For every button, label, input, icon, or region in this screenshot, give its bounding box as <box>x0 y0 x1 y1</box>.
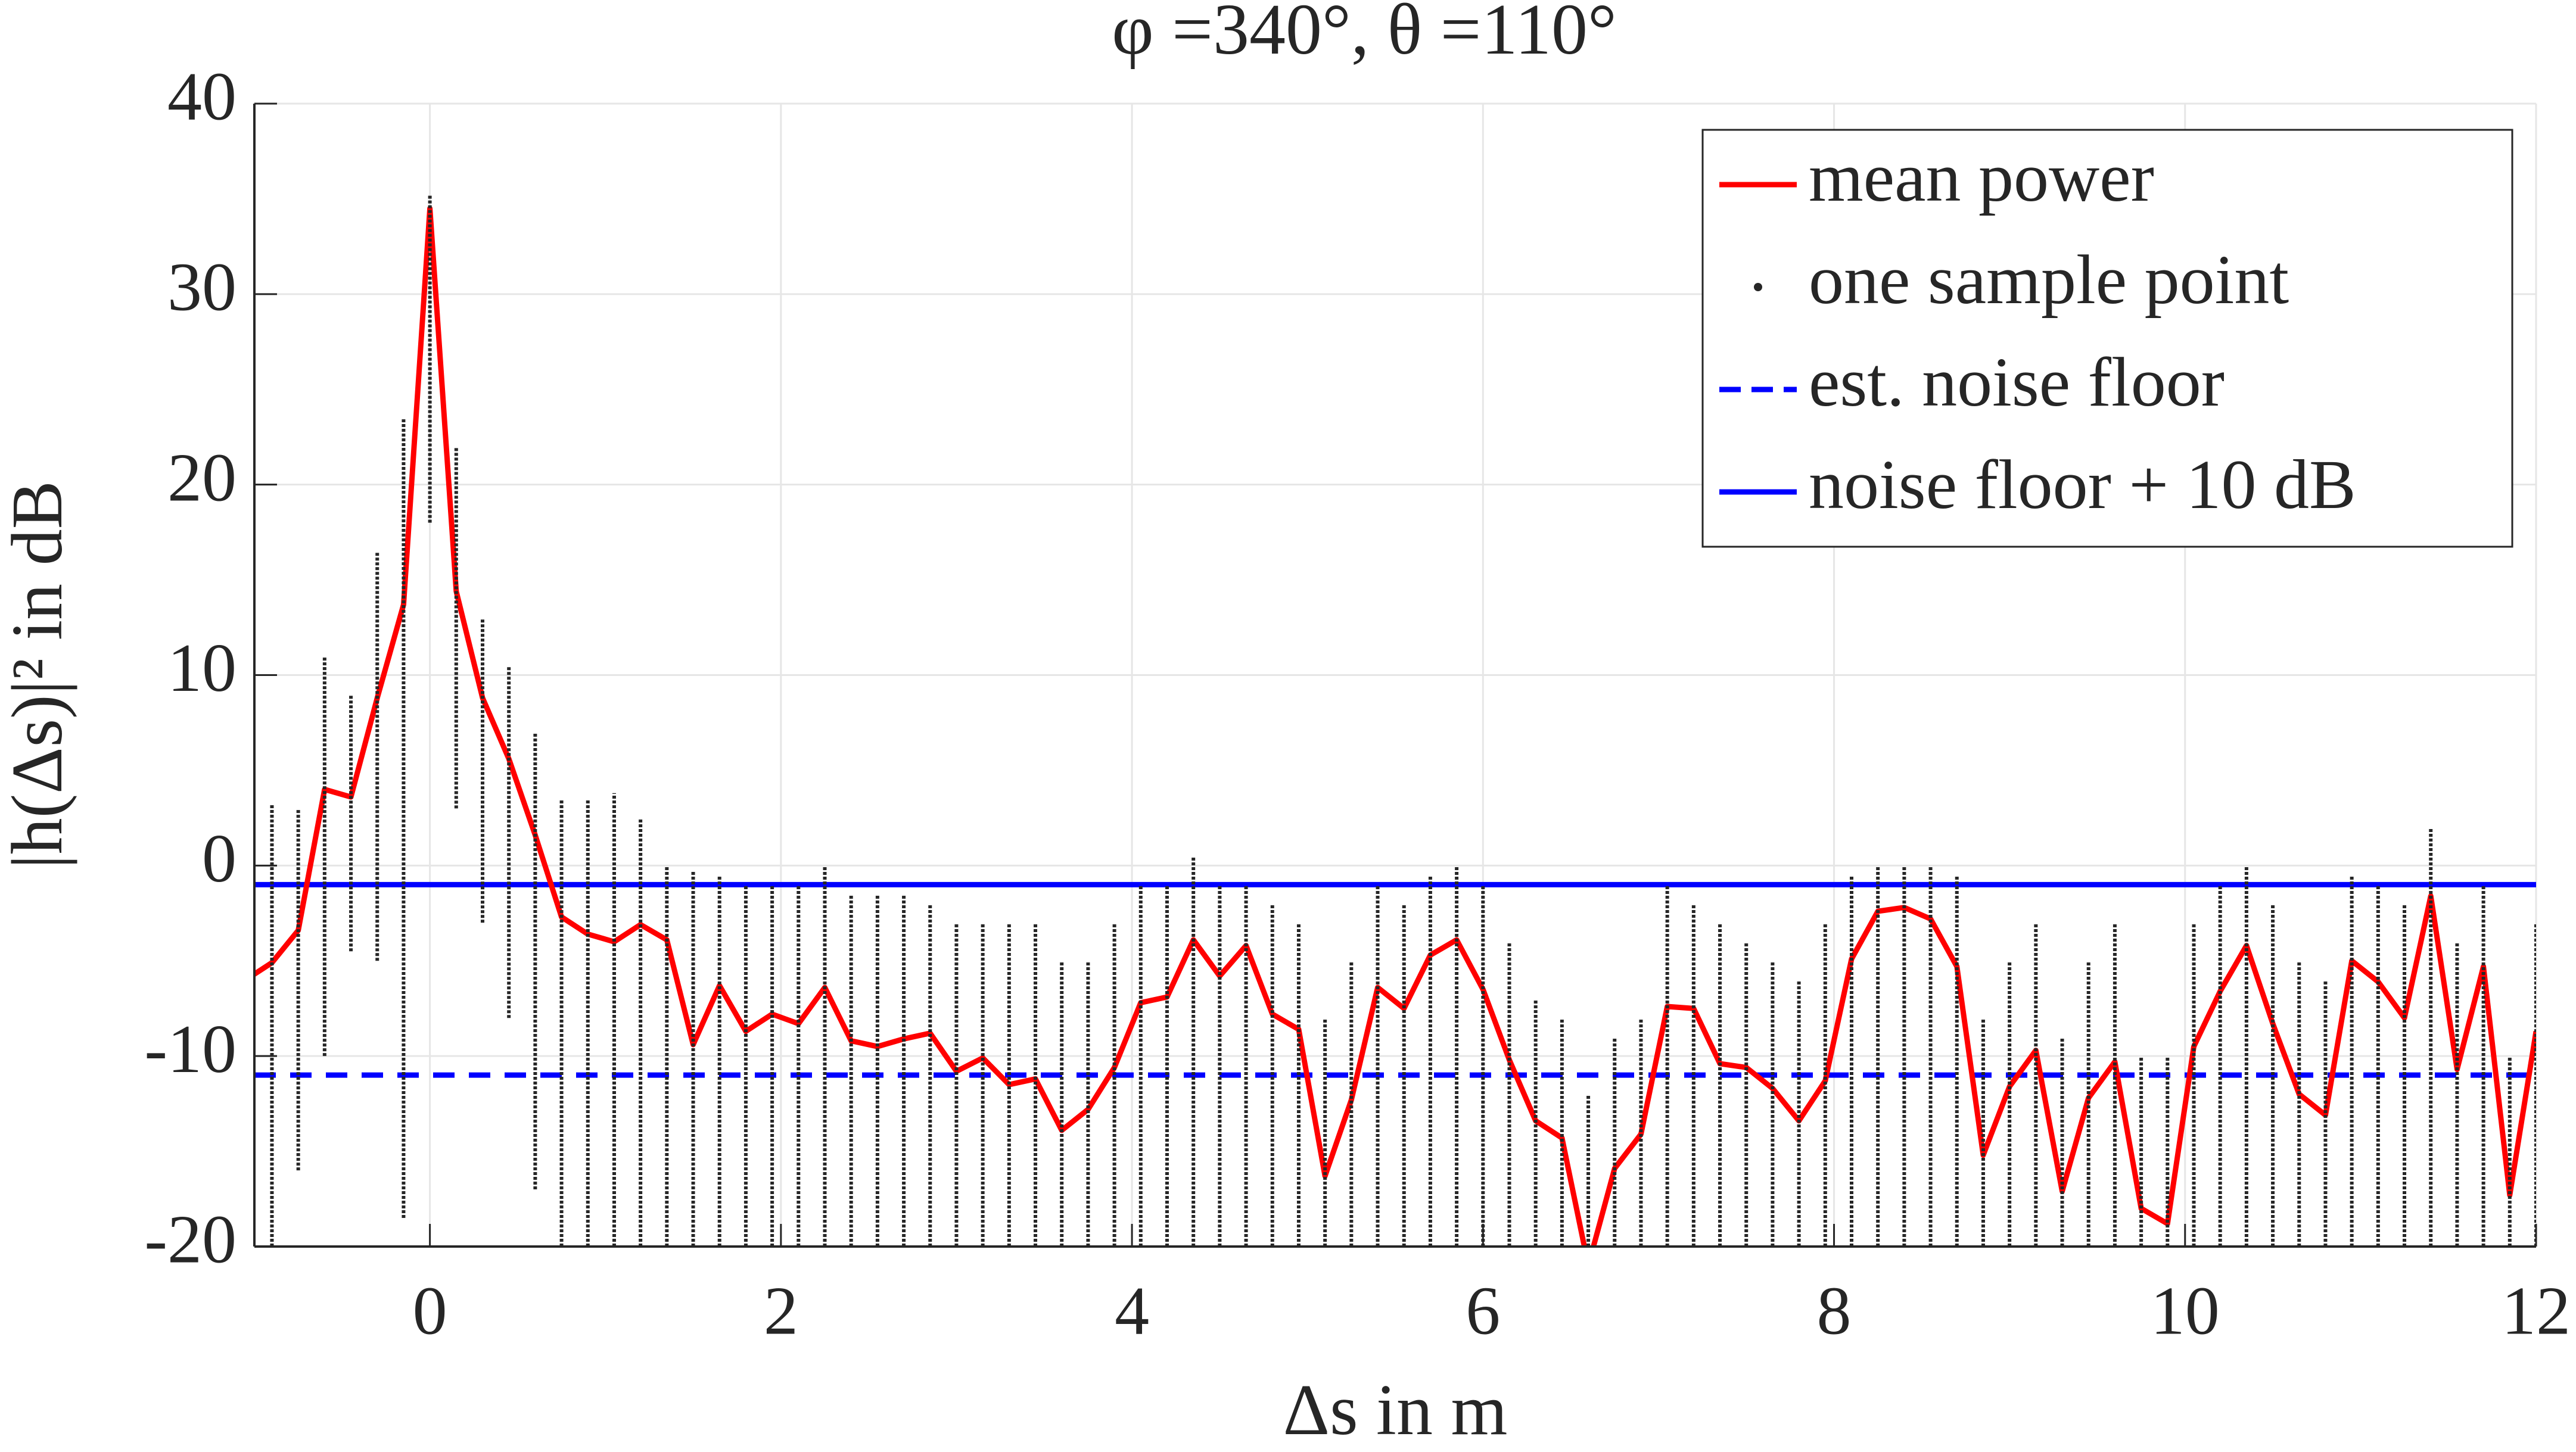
y-tick-label: 40 <box>167 59 237 135</box>
x-tick-label: 10 <box>2151 1273 2220 1350</box>
x-tick-label: 8 <box>1817 1273 1852 1350</box>
legend-label: noise floor + 10 dB <box>1809 445 2356 524</box>
y-tick-label: 20 <box>167 440 237 516</box>
legend-marker <box>1754 283 1762 291</box>
x-tick-label: 0 <box>413 1273 447 1350</box>
mean-power-line <box>254 205 2536 1247</box>
x-tick-label: 6 <box>1466 1273 1500 1350</box>
x-tick-label: 4 <box>1115 1273 1149 1350</box>
legend-label: one sample point <box>1809 241 2289 319</box>
y-tick-label: -20 <box>144 1202 237 1278</box>
grid <box>254 102 2537 1248</box>
legend: mean power one sample point est. noise flo… <box>1701 129 2513 548</box>
x-tick-label: 2 <box>764 1273 798 1350</box>
y-tick-label: 30 <box>167 249 237 325</box>
legend-box <box>1701 129 2513 548</box>
y-tick-label: 0 <box>202 821 237 897</box>
legend-label: est. noise floor <box>1809 343 2225 421</box>
y-tick-label: 10 <box>167 630 237 706</box>
axes: -20 -10 0 10 20 30 40 0 2 4 6 8 10 12 <box>144 59 2571 1350</box>
legend-label: mean power <box>1809 138 2154 216</box>
y-tick-label: -10 <box>144 1011 237 1088</box>
chart-title: φ =340°, θ =110° <box>1112 0 1617 70</box>
x-tick-label: 12 <box>2502 1273 2571 1350</box>
plot <box>254 195 2536 1247</box>
x-axis-label: Δs in m <box>1283 1370 1508 1450</box>
y-axis-label: |h(Δs)|² in dB <box>0 481 77 869</box>
